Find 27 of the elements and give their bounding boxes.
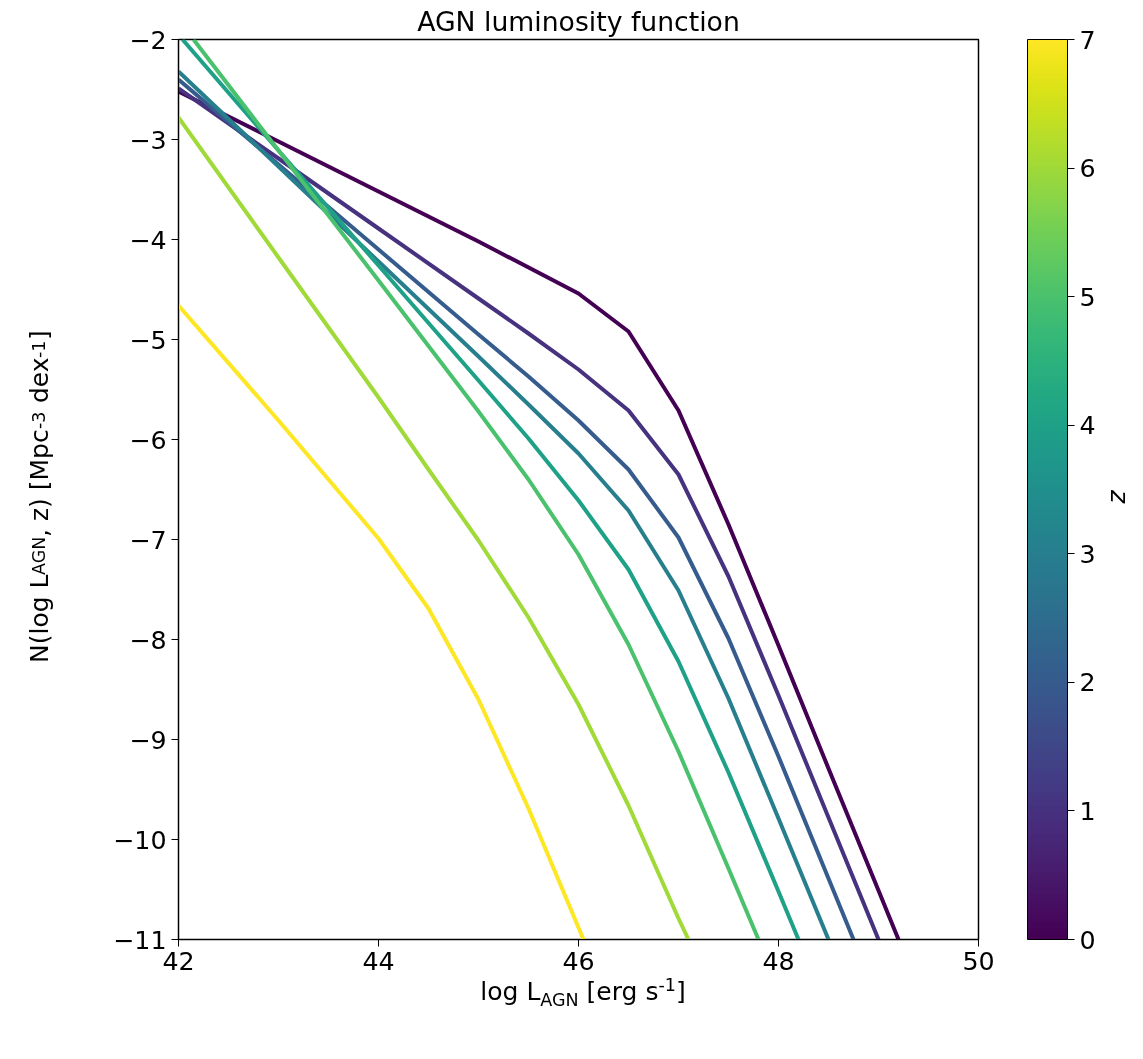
line-series <box>178 303 586 940</box>
y-tick-label: −8 <box>129 624 167 655</box>
color-bar-label: 7 <box>1079 24 1096 55</box>
x-tick-label: 48 <box>762 945 795 976</box>
color-bar-label: 0 <box>1079 924 1096 955</box>
color-bar-label: 3 <box>1079 538 1096 569</box>
x-axis-title: log L$_{AGN}$ [erg s$^{-1}$] <box>479 975 687 1011</box>
x-tick-label: 50 <box>962 945 995 976</box>
y-tick-label: −2 <box>129 24 167 55</box>
y-tick-label: −4 <box>129 224 167 255</box>
x-tick-label: 46 <box>562 945 595 976</box>
y-tick-label: −6 <box>129 424 167 455</box>
color-bar-label: 1 <box>1079 795 1096 826</box>
color-bar-label: 4 <box>1079 410 1096 441</box>
y-tick-label: −9 <box>129 724 167 755</box>
line-series <box>178 115 691 940</box>
y-tick-label: −3 <box>129 124 167 155</box>
color-bar-title: z <box>1105 489 1134 506</box>
chart-title: AGN luminosity function <box>417 5 740 37</box>
color-bar-label: 6 <box>1079 153 1096 184</box>
y-tick-label: −5 <box>129 324 167 355</box>
y-tick-label: −11 <box>113 924 167 955</box>
color-bar-label: 5 <box>1079 281 1096 312</box>
y-tick-label: −7 <box>129 524 167 555</box>
x-tick-label: 44 <box>362 945 395 976</box>
color-bar-label: 2 <box>1079 667 1096 698</box>
y-tick-label: −10 <box>113 824 167 855</box>
